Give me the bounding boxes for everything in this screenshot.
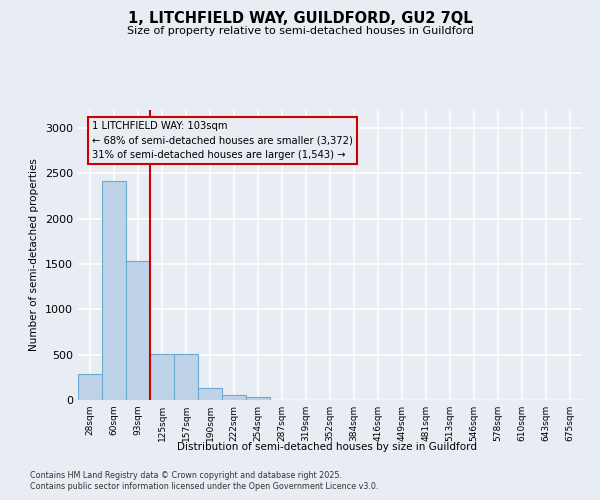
Bar	[198, 388, 222, 400]
Text: Contains public sector information licensed under the Open Government Licence v3: Contains public sector information licen…	[30, 482, 379, 491]
Text: Contains HM Land Registry data © Crown copyright and database right 2025.: Contains HM Land Registry data © Crown c…	[30, 471, 342, 480]
Bar	[102, 180, 126, 400]
Y-axis label: Number of semi-detached properties: Number of semi-detached properties	[29, 158, 40, 352]
Text: Distribution of semi-detached houses by size in Guildford: Distribution of semi-detached houses by …	[177, 442, 477, 452]
Text: Size of property relative to semi-detached houses in Guildford: Size of property relative to semi-detach…	[127, 26, 473, 36]
Bar	[174, 354, 198, 400]
Bar	[222, 394, 246, 400]
Bar	[126, 262, 150, 400]
Bar	[150, 354, 174, 400]
Text: 1, LITCHFIELD WAY, GUILDFORD, GU2 7QL: 1, LITCHFIELD WAY, GUILDFORD, GU2 7QL	[128, 11, 472, 26]
Bar	[78, 374, 102, 400]
Text: 1 LITCHFIELD WAY: 103sqm
← 68% of semi-detached houses are smaller (3,372)
31% o: 1 LITCHFIELD WAY: 103sqm ← 68% of semi-d…	[92, 121, 353, 160]
Bar	[246, 398, 270, 400]
